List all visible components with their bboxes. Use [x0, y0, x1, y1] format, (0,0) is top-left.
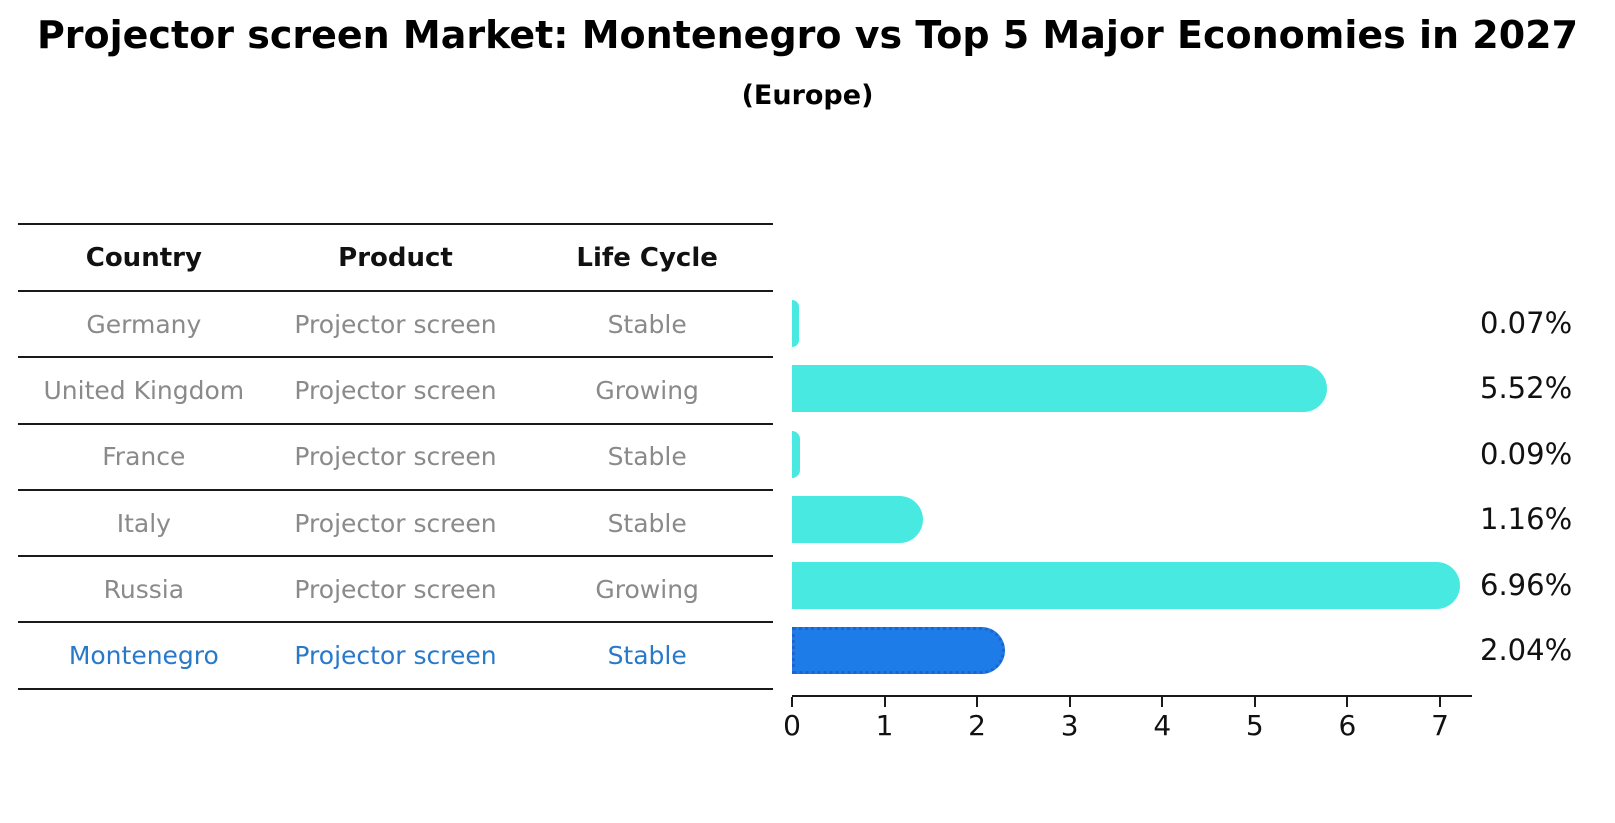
value-label-montenegro: 2.04% [1480, 633, 1573, 667]
table-cell-product: Projector screen [294, 309, 497, 339]
comparison-table: Country Product Life Cycle Germany Proje… [18, 223, 773, 690]
table-row: Italy Projector screen Stable [18, 491, 773, 558]
table-cell-country: Italy [116, 508, 171, 538]
table-cell-lifecycle: Stable [607, 641, 687, 671]
table-cell-product: Projector screen [294, 641, 497, 671]
value-label-germany: 0.07% [1480, 306, 1573, 340]
table-cell-lifecycle: Growing [595, 574, 699, 604]
x-axis-tick-label: 4 [1153, 709, 1172, 742]
table-cell-country: Germany [86, 309, 202, 339]
table-cell-lifecycle: Stable [607, 442, 687, 472]
value-label-france: 0.09% [1480, 436, 1573, 471]
table-cell-product: Projector screen [294, 574, 497, 604]
x-axis-tick [1439, 697, 1441, 707]
x-axis-tick-label: 2 [968, 709, 986, 742]
x-axis-tick-label: 3 [1060, 709, 1079, 742]
bar-united-kingdom [792, 365, 1327, 413]
x-axis-tick [883, 697, 886, 707]
column-header-product: Product [338, 242, 453, 273]
table-cell-lifecycle: Stable [607, 508, 687, 538]
bar-france [792, 430, 801, 478]
table-cell-country: Russia [103, 574, 185, 604]
column-header-lifecycle: Life Cycle [576, 242, 718, 273]
table-row: United Kingdom Projector screen Growing [18, 358, 773, 425]
x-axis-tick [976, 697, 979, 707]
table-row: Russia Projector screen Growing [18, 557, 773, 624]
value-label-italy: 1.16% [1480, 502, 1573, 537]
x-axis-tick-label: 1 [875, 709, 894, 742]
x-axis-tick [1161, 697, 1164, 707]
x-axis-tick-label: 0 [783, 709, 801, 742]
table-cell-country: France [102, 442, 186, 472]
table-cell-product: Projector screen [294, 442, 497, 472]
bar-italy [792, 496, 924, 544]
x-axis-line [792, 695, 1472, 697]
x-axis-tick [1068, 697, 1071, 707]
page-subtitle: (Europe) [741, 80, 874, 111]
bar-germany [792, 300, 799, 347]
x-axis-tick [1253, 697, 1256, 707]
table-row: France Projector screen Stable [18, 425, 773, 491]
bar-chart: 0 1 2 3 4 5 6 7 [783, 300, 1492, 750]
x-axis-tick-label: 7 [1431, 709, 1449, 742]
x-axis-tick [791, 697, 793, 707]
table-row: Montenegro Projector screen Stable [18, 623, 773, 690]
table-cell-country: United Kingdom [43, 375, 245, 405]
value-label-united-kingdom: 5.52% [1480, 371, 1573, 406]
bar-russia [792, 561, 1461, 609]
value-label-russia: 6.96% [1480, 567, 1573, 602]
table-cell-country: Montenegro [68, 641, 219, 671]
bar-montenegro [792, 627, 1005, 674]
x-axis-tick-label: 6 [1338, 709, 1357, 742]
table-cell-lifecycle: Growing [595, 375, 699, 405]
x-axis-tick [1346, 697, 1349, 707]
x-axis-tick-label: 5 [1245, 709, 1264, 742]
table-row: Germany Projector screen Stable [18, 292, 773, 359]
table-header-row: Country Product Life Cycle [18, 225, 773, 292]
page-title: Projector screen Market: Montenegro vs T… [36, 13, 1579, 57]
table-cell-product: Projector screen [294, 508, 497, 538]
table-cell-lifecycle: Stable [607, 309, 687, 339]
table-cell-product: Projector screen [294, 375, 497, 405]
table-body: Germany Projector screen Stable United K… [18, 292, 773, 690]
column-header-country: Country [85, 242, 202, 273]
